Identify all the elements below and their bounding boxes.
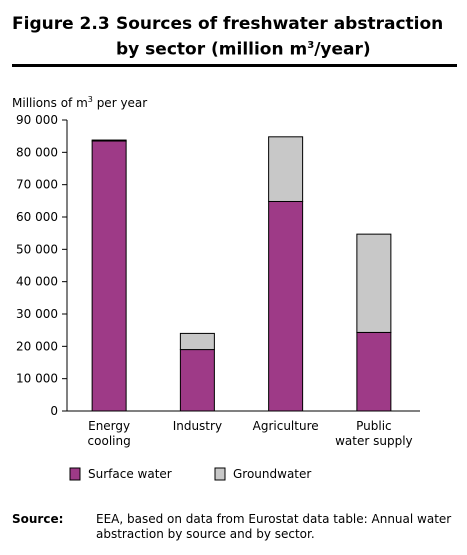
figure-title-line2-prefix: by sector (million m bbox=[116, 39, 308, 60]
bar-ground-0 bbox=[91, 139, 127, 142]
legend-label: Groundwater bbox=[233, 467, 311, 481]
bars bbox=[91, 136, 392, 412]
y-axis-label-superscript: 3 bbox=[88, 95, 93, 104]
y-tick-label: 50 000 bbox=[16, 242, 58, 256]
figure-title-line2-suffix: /year) bbox=[314, 39, 371, 60]
y-tick-label: 60 000 bbox=[16, 210, 58, 224]
bar-chart: Millions of m3 per year 0 10 000 20 000 30 … bbox=[12, 95, 420, 481]
x-tick-label: Energy bbox=[88, 419, 130, 433]
bar-ground-2 bbox=[268, 136, 304, 202]
legend: Surface water Groundwater bbox=[69, 467, 311, 481]
y-tick-label: 40 000 bbox=[16, 275, 58, 289]
source-text: EEA, based on data from Eurostat data ta… bbox=[96, 512, 452, 541]
legend-swatch bbox=[214, 467, 226, 481]
y-tick-label: 10 000 bbox=[16, 372, 58, 386]
bar-surface-3 bbox=[356, 331, 392, 412]
bar-surface-0 bbox=[91, 140, 127, 412]
y-tick-label: 20 000 bbox=[16, 339, 58, 353]
x-tick-label: Industry bbox=[173, 419, 222, 433]
y-tick-label: 0 bbox=[50, 404, 58, 418]
title-rule bbox=[12, 64, 457, 67]
y-axis-label-suffix: per year bbox=[93, 96, 147, 110]
figure-title-line1: Sources of freshwater abstraction bbox=[116, 14, 444, 34]
legend-swatch bbox=[69, 467, 81, 481]
y-tick-label: 30 000 bbox=[16, 307, 58, 321]
legend-label: Surface water bbox=[88, 467, 172, 481]
y-tick-label: 80 000 bbox=[16, 145, 58, 159]
x-tick-label: Agriculture bbox=[253, 419, 319, 433]
y-axis-label: Millions of m3 per year bbox=[12, 95, 147, 110]
figure-title: Figure 2.3 Sources of freshwater abstract… bbox=[12, 14, 457, 61]
bar-surface-2 bbox=[268, 200, 304, 412]
y-tick-label: 90 000 bbox=[16, 113, 58, 127]
figure-number: Figure 2.3 bbox=[12, 14, 110, 34]
bar-ground-3 bbox=[356, 233, 392, 333]
figure-title-superscript: 3 bbox=[307, 40, 315, 51]
y-axis-ticks: 0 10 000 20 000 30 000 40 000 50 000 60 000 70 … bbox=[16, 113, 67, 418]
source-label: Source: bbox=[12, 512, 64, 526]
x-tick-label: water supply bbox=[335, 434, 413, 448]
x-tick-label: Public bbox=[356, 419, 392, 433]
y-tick-label: 70 000 bbox=[16, 178, 58, 192]
y-axis-label-prefix: Millions of m bbox=[12, 96, 88, 110]
figure-title-line2: by sector (million m3/year) bbox=[12, 35, 457, 61]
bar-ground-1 bbox=[179, 332, 215, 351]
bar-surface-1 bbox=[179, 349, 215, 412]
x-tick-label: cooling bbox=[88, 434, 131, 448]
